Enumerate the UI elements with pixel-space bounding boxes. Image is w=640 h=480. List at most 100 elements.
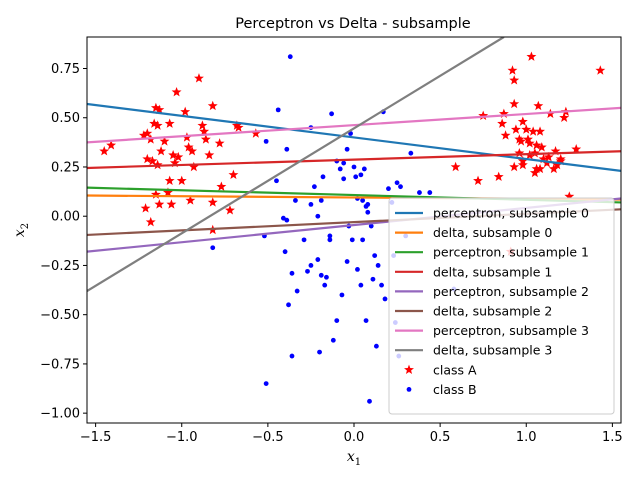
class-a-point — [509, 98, 520, 109]
class-b-point — [330, 337, 336, 343]
y-axis-label: x2 — [12, 223, 31, 237]
class-b-point — [365, 209, 371, 215]
legend-label: delta, subsample 1 — [433, 264, 552, 279]
y-tick-label: −0.75 — [40, 357, 80, 372]
class-a-point — [150, 189, 161, 199]
class-b-point — [365, 201, 371, 207]
x-tick-label: −1.0 — [166, 430, 198, 445]
x-tick-label: 0.5 — [430, 430, 451, 445]
class-a-point — [555, 153, 566, 164]
y-tick-label: 0.50 — [51, 111, 80, 126]
class-a-point — [510, 124, 521, 134]
class-b-point — [334, 318, 340, 323]
y-tick-label: −0.50 — [40, 308, 80, 323]
class-b-point — [263, 138, 269, 144]
class-b-point — [263, 381, 269, 387]
class-a-point — [171, 86, 182, 97]
class-b-point — [293, 198, 298, 203]
class-b-point — [320, 174, 326, 180]
class-b-point — [315, 213, 321, 219]
class-a-point — [200, 134, 211, 144]
class-a-point — [154, 199, 165, 209]
class-a-point — [517, 159, 528, 170]
class-a-point — [188, 161, 199, 172]
class-b-point — [322, 282, 328, 288]
class-a-point — [164, 118, 175, 128]
class-b-point — [375, 263, 381, 268]
class-a-point — [168, 149, 179, 160]
x-tick-label: −0.5 — [252, 430, 284, 445]
class-b-point — [284, 146, 290, 152]
series-line-7 — [87, 37, 505, 292]
class-a-point — [473, 175, 483, 185]
class-b-point — [372, 253, 378, 259]
legend-label: class A — [433, 362, 477, 377]
class-b-point — [394, 180, 400, 186]
class-b-point — [344, 259, 350, 264]
class-b-point — [284, 217, 290, 223]
class-b-point — [318, 272, 324, 278]
class-a-point — [233, 122, 244, 132]
class-a-point — [138, 130, 149, 140]
class-b-point — [417, 190, 422, 195]
class-a-point — [529, 147, 540, 158]
class-a-point — [521, 124, 532, 134]
class-a-point — [531, 140, 542, 150]
class-b-point — [318, 198, 324, 203]
class-b-point — [274, 178, 279, 184]
legend-swatch-dot — [406, 387, 412, 392]
class-a-point — [498, 108, 509, 119]
class-b-point — [327, 237, 333, 243]
class-b-point — [355, 266, 360, 272]
class-a-point — [552, 159, 563, 170]
x-axis-label: x1 — [347, 449, 361, 468]
class-b-point — [337, 166, 343, 172]
class-b-point — [373, 343, 379, 349]
class-a-point — [514, 134, 525, 144]
y-tick-label: −1.00 — [40, 407, 80, 422]
class-a-point — [150, 102, 161, 113]
class-a-point — [529, 167, 540, 178]
class-b-point — [368, 223, 374, 229]
class-a-point — [228, 169, 239, 180]
class-a-point — [142, 128, 153, 138]
class-a-point — [497, 118, 508, 128]
y-tick-label: 0.00 — [51, 210, 80, 225]
class-a-point — [478, 110, 489, 120]
class-a-point — [197, 120, 208, 130]
legend-label: delta, subsample 2 — [433, 304, 552, 319]
class-a-point — [509, 75, 520, 85]
class-b-point — [210, 245, 216, 251]
class-a-point — [156, 146, 167, 156]
class-a-point — [523, 134, 533, 144]
y-axis-label-base: x — [12, 229, 28, 237]
class-b-point — [398, 184, 403, 190]
class-b-point — [358, 172, 364, 178]
class-a-point — [231, 120, 242, 130]
class-a-point — [493, 171, 504, 182]
class-b-point — [308, 201, 314, 207]
class-b-point — [324, 274, 329, 280]
class-b-point — [408, 150, 414, 156]
y-tick-label: 0.75 — [51, 62, 80, 77]
legend-label: perceptron, subsample 1 — [433, 245, 589, 260]
class-b-point — [275, 107, 281, 113]
class-a-point — [531, 163, 542, 174]
class-b-point — [358, 282, 364, 288]
class-a-point — [187, 146, 198, 156]
class-b-point — [286, 302, 291, 308]
y-tick-label: 0.25 — [51, 160, 80, 175]
legend-box — [388, 197, 615, 415]
class-a-point — [176, 175, 187, 185]
class-a-point — [154, 104, 165, 115]
class-a-point — [548, 163, 559, 174]
class-b-point — [287, 54, 293, 60]
class-a-point — [207, 197, 218, 207]
series-line-3 — [87, 150, 621, 170]
class-a-point — [536, 142, 547, 152]
class-b-point — [301, 237, 307, 243]
legend-label: delta, subsample 0 — [433, 225, 552, 240]
class-b-point — [367, 398, 372, 404]
class-a-point — [145, 216, 156, 227]
legend-label: perceptron, subsample 3 — [433, 323, 589, 338]
